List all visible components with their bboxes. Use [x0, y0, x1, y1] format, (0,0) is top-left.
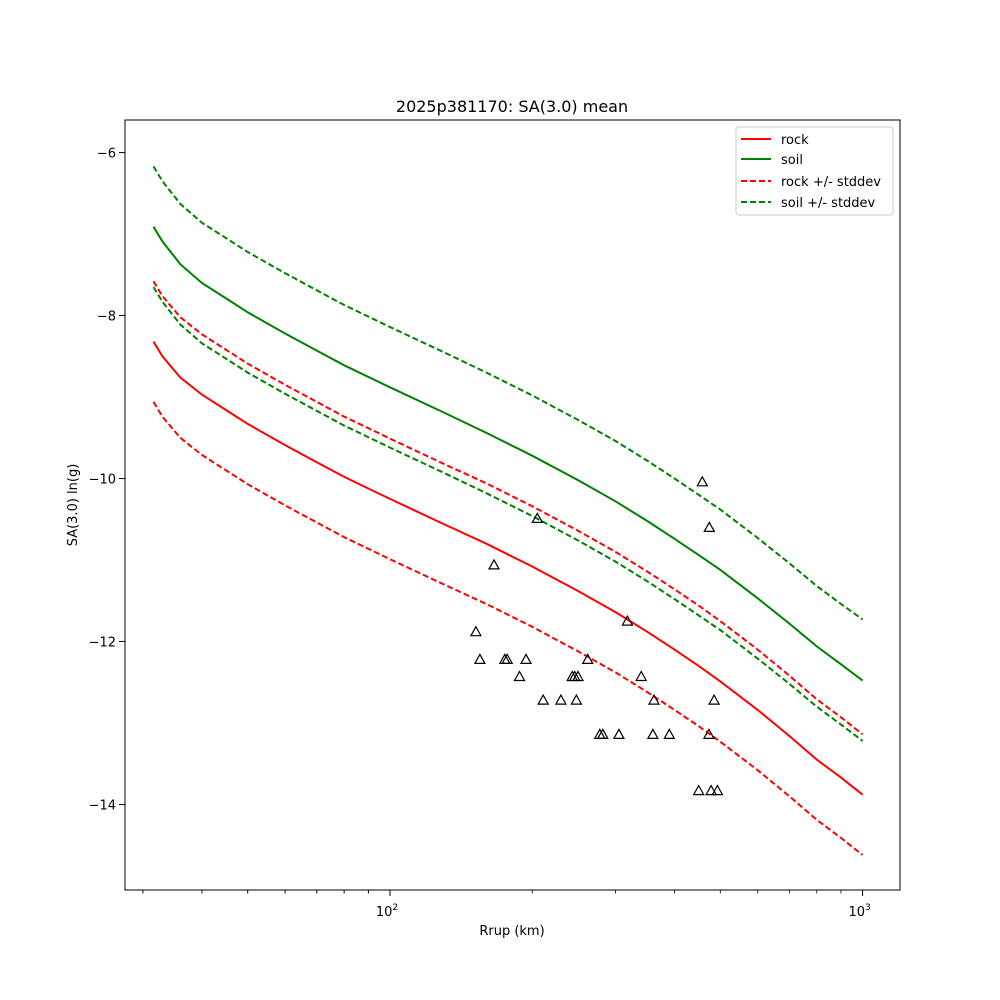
observation-marker-9 [554, 693, 567, 705]
x-axis-label: Rrup (km) [479, 924, 544, 939]
observation-marker-2 [487, 558, 501, 570]
legend-frame [735, 126, 894, 216]
series-line-2 [152, 280, 864, 736]
plot-area [152, 165, 864, 856]
series-line-3 [152, 401, 864, 856]
observation-marker-5 [513, 670, 526, 682]
observation-marker-29 [711, 784, 724, 796]
observation-marker-20 [646, 728, 659, 740]
series-line-1 [152, 226, 864, 682]
series-line-4 [152, 165, 864, 621]
y-axis-label: SA(3.0) ln(g) [66, 464, 81, 547]
observation-marker-7 [531, 512, 544, 524]
legend-label-soil-stddev: soil +/- stddev [781, 196, 876, 211]
y-tick-label-2: −10 [89, 473, 116, 488]
observation-marker-13 [571, 670, 585, 682]
series-line-5 [152, 286, 864, 742]
observation-marker-6 [519, 653, 533, 665]
observation-marker-26 [703, 521, 716, 533]
observation-marker-16 [596, 728, 609, 740]
observation-marker-8 [537, 693, 550, 705]
y-tick-label-4: −14 [89, 798, 116, 813]
observation-marker-14 [581, 653, 594, 665]
observation-marker-24 [696, 475, 709, 487]
observation-marker-22 [663, 728, 676, 740]
observation-marker-28 [708, 693, 721, 705]
legend: rock soil rock +/- stddev soil +/- stdde… [735, 126, 894, 216]
observation-marker-18 [621, 614, 634, 626]
y-tick-label-0: −6 [97, 147, 116, 162]
legend-label-rock-stddev: rock +/- stddev [781, 175, 881, 190]
observation-marker-0 [469, 625, 482, 637]
y-tick-label-3: −12 [89, 635, 116, 650]
y-tick-label-1: −8 [97, 310, 116, 325]
series-line-0 [152, 341, 864, 796]
chart-title: 2025p381170: SA(3.0) mean [396, 97, 628, 116]
observation-marker-23 [692, 784, 705, 796]
observation-marker-21 [647, 693, 661, 705]
legend-label-soil: soil [781, 153, 803, 168]
axes-frame [124, 119, 901, 891]
observation-marker-4 [501, 653, 514, 665]
observation-marker-12 [570, 693, 583, 705]
observation-marker-25 [702, 728, 715, 740]
observation-marker-1 [473, 653, 486, 665]
legend-label-rock: rock [781, 133, 809, 148]
observation-marker-27 [705, 784, 718, 796]
observation-marker-17 [612, 728, 625, 740]
observation-marker-19 [635, 670, 648, 682]
